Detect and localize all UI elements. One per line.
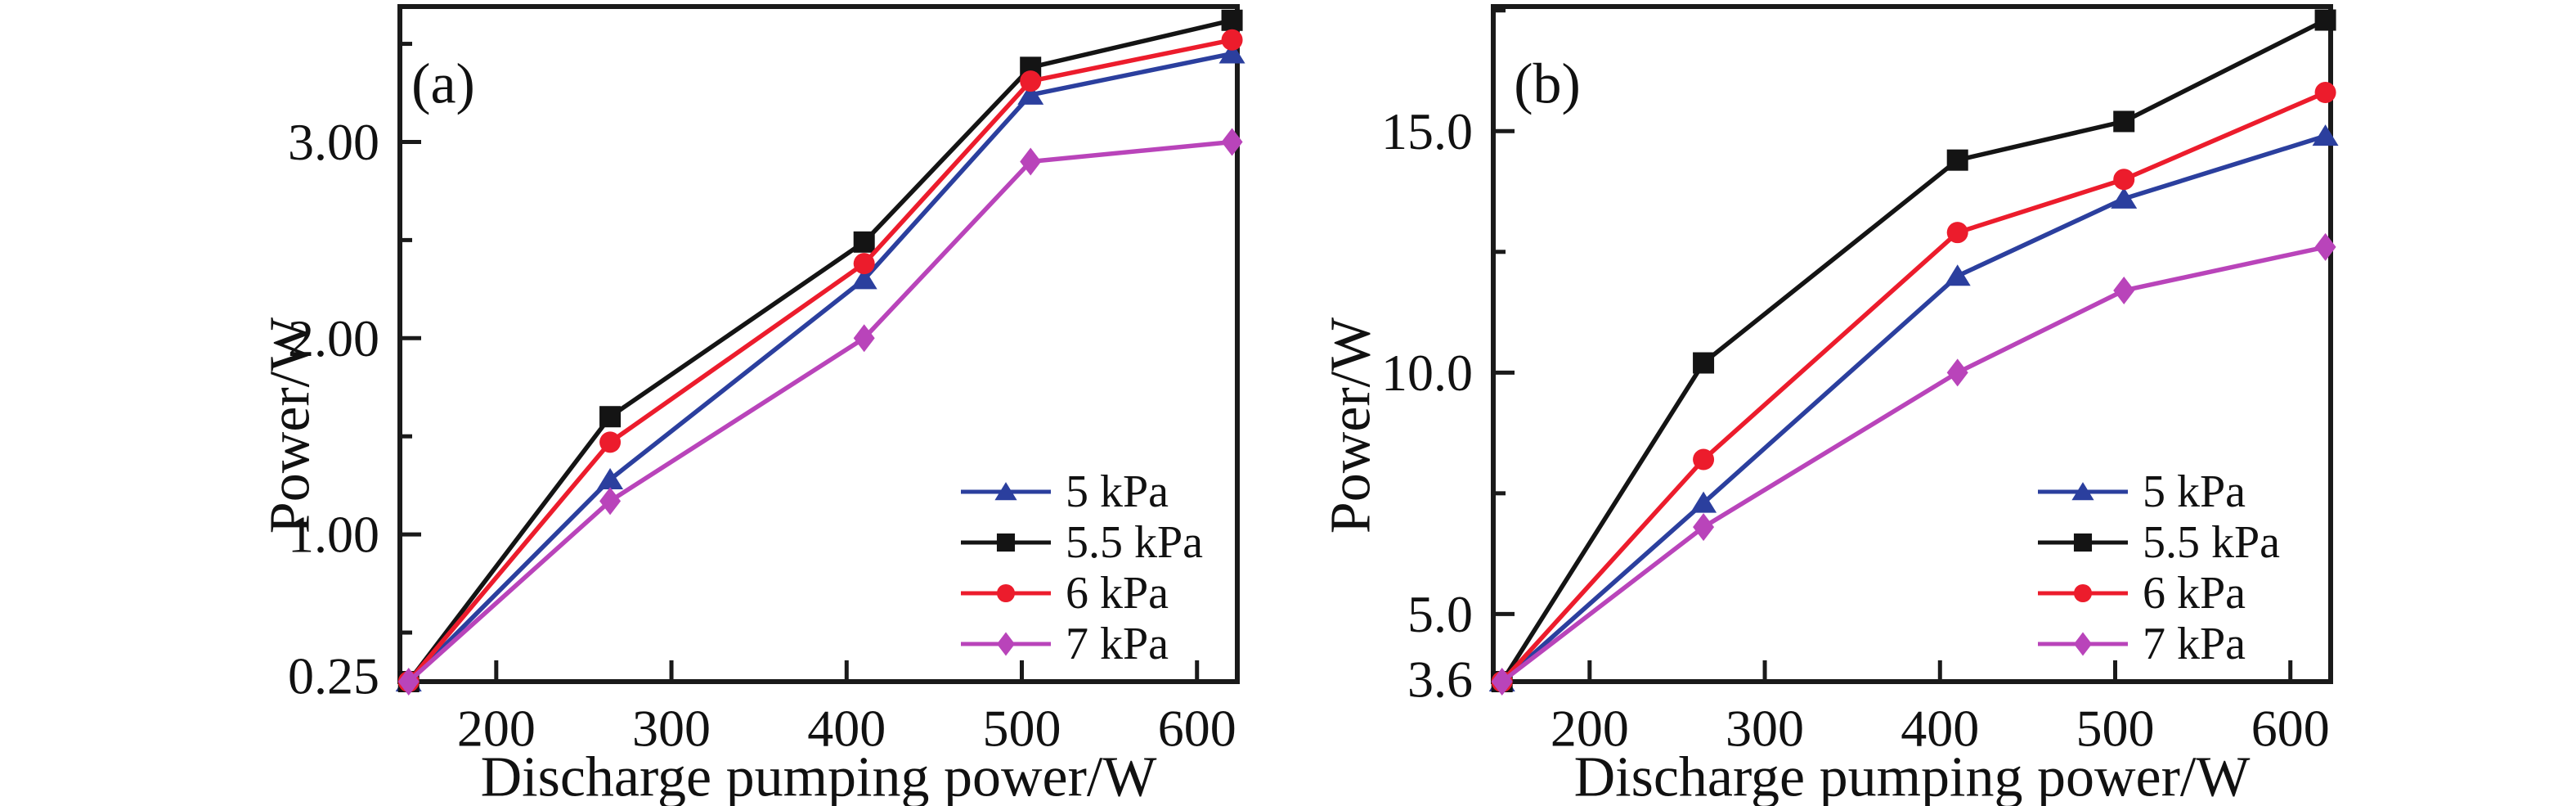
y-axis-tick-label: 5.0: [1407, 585, 1473, 643]
legend-item-6-kPa: 6 kPa: [2038, 568, 2246, 619]
series-marker-triangle: [2111, 187, 2138, 209]
x-axis-tick-label: 600: [2251, 700, 2330, 758]
series-marker-diamond: [1020, 147, 1042, 176]
series-marker-diamond: [599, 487, 622, 516]
series-marker-diamond: [996, 632, 1016, 656]
series-marker-square: [2113, 110, 2135, 133]
y-axis-tick-label: 10.0: [1381, 344, 1473, 402]
legend-item-5-5-kPa: 5.5 kPa: [961, 517, 1203, 568]
y-axis-tick-label: 2.00: [288, 309, 379, 367]
legend-label: 6 kPa: [2143, 568, 2246, 619]
series-marker-triangle: [1218, 42, 1245, 64]
legend-item-5-5-kPa: 5.5 kPa: [2038, 517, 2280, 568]
series-marker-diamond: [1221, 128, 1243, 156]
series-marker-circle: [599, 431, 622, 453]
series-marker-triangle: [2312, 124, 2339, 146]
series-marker-square: [1221, 9, 1243, 31]
legend-item-5-kPa: 5 kPa: [2038, 466, 2246, 517]
series-marker-circle: [2113, 169, 2135, 191]
legend-label: 7 kPa: [2143, 619, 2246, 669]
legend-item-7-kPa: 7 kPa: [961, 619, 1169, 669]
series-marker-circle: [1946, 222, 1968, 244]
series-marker-square: [1693, 352, 1715, 374]
plot-frame: [1491, 4, 2333, 684]
series-marker-circle: [2073, 583, 2093, 603]
x-axis-tick-label: 300: [632, 700, 711, 758]
legend-label: 5 kPa: [2143, 466, 2246, 517]
series-marker-triangle: [1944, 264, 1971, 286]
series-marker-diamond: [2073, 632, 2093, 656]
legend-item-7-kPa: 7 kPa: [2038, 619, 2246, 669]
y-axis-title: Power/W: [259, 317, 322, 534]
legend-label: 6 kPa: [1066, 568, 1169, 619]
series-marker-circle: [2314, 82, 2336, 104]
series-marker-square: [996, 533, 1016, 552]
y-axis-title: Power/W: [1320, 317, 1383, 534]
panel-letter-label: (b): [1514, 53, 1581, 116]
x-axis-tick-label: 400: [807, 700, 886, 758]
series-marker-circle: [996, 583, 1016, 603]
y-axis-origin-label: 0.25: [288, 647, 379, 705]
series-marker-square: [1946, 149, 1968, 171]
x-axis-title: Discharge pumping power/W: [481, 746, 1157, 806]
series-marker-diamond: [2113, 276, 2135, 304]
series-marker-circle: [1221, 29, 1243, 51]
series-marker-circle: [1020, 70, 1042, 92]
series-marker-triangle: [994, 482, 1017, 501]
x-axis-title: Discharge pumping power/W: [1574, 746, 2251, 806]
x-axis-tick-label: 200: [457, 700, 536, 758]
series-marker-circle: [1693, 448, 1715, 471]
x-axis-tick-label: 600: [1158, 700, 1236, 758]
plot-frame: [397, 4, 1240, 684]
series-marker-square: [599, 406, 622, 428]
series-marker-square: [2314, 9, 2336, 31]
series-marker-triangle: [1017, 83, 1044, 105]
series-marker-triangle: [850, 268, 877, 290]
x-axis-tick-label: 500: [983, 700, 1061, 758]
series-marker-triangle: [1690, 491, 1717, 513]
x-axis-tick-label: 200: [1551, 700, 1629, 758]
series-marker-diamond: [1946, 358, 1968, 387]
series-marker-triangle: [597, 467, 624, 489]
y-axis-tick-label: 3.00: [288, 113, 379, 171]
y-axis-tick-label: 15.0: [1381, 102, 1473, 160]
legend-item-6-kPa: 6 kPa: [961, 568, 1169, 619]
legend-item-5-kPa: 5 kPa: [961, 466, 1169, 517]
series-marker-diamond: [1693, 513, 1715, 542]
series-marker-square: [2073, 533, 2093, 552]
y-axis-origin-label: 3.6: [1407, 651, 1473, 709]
panel-a: 200 300 400 500 600 1.00 2.00 3.00 0.25 5 kPa5.5 …: [259, 4, 1245, 806]
x-axis-tick-label: 400: [1901, 700, 1979, 758]
series-marker-diamond: [397, 668, 420, 696]
panel-letter-label: (a): [411, 53, 475, 116]
series-marker-circle: [853, 253, 875, 275]
x-axis-tick-label: 500: [2076, 700, 2155, 758]
y-axis-tick-label: 1.00: [288, 506, 379, 564]
legend-label: 7 kPa: [1066, 619, 1169, 669]
series-marker-diamond: [1491, 668, 1513, 696]
x-axis-tick-label: 300: [1726, 700, 1804, 758]
legend-label: 5.5 kPa: [2143, 517, 2280, 568]
legend-label: 5.5 kPa: [1066, 517, 1203, 568]
series-marker-square: [853, 231, 875, 253]
series-marker-triangle: [2071, 482, 2094, 501]
series-marker-diamond: [853, 324, 875, 353]
series-marker-diamond: [2314, 232, 2336, 261]
legend-label: 5 kPa: [1066, 466, 1169, 517]
